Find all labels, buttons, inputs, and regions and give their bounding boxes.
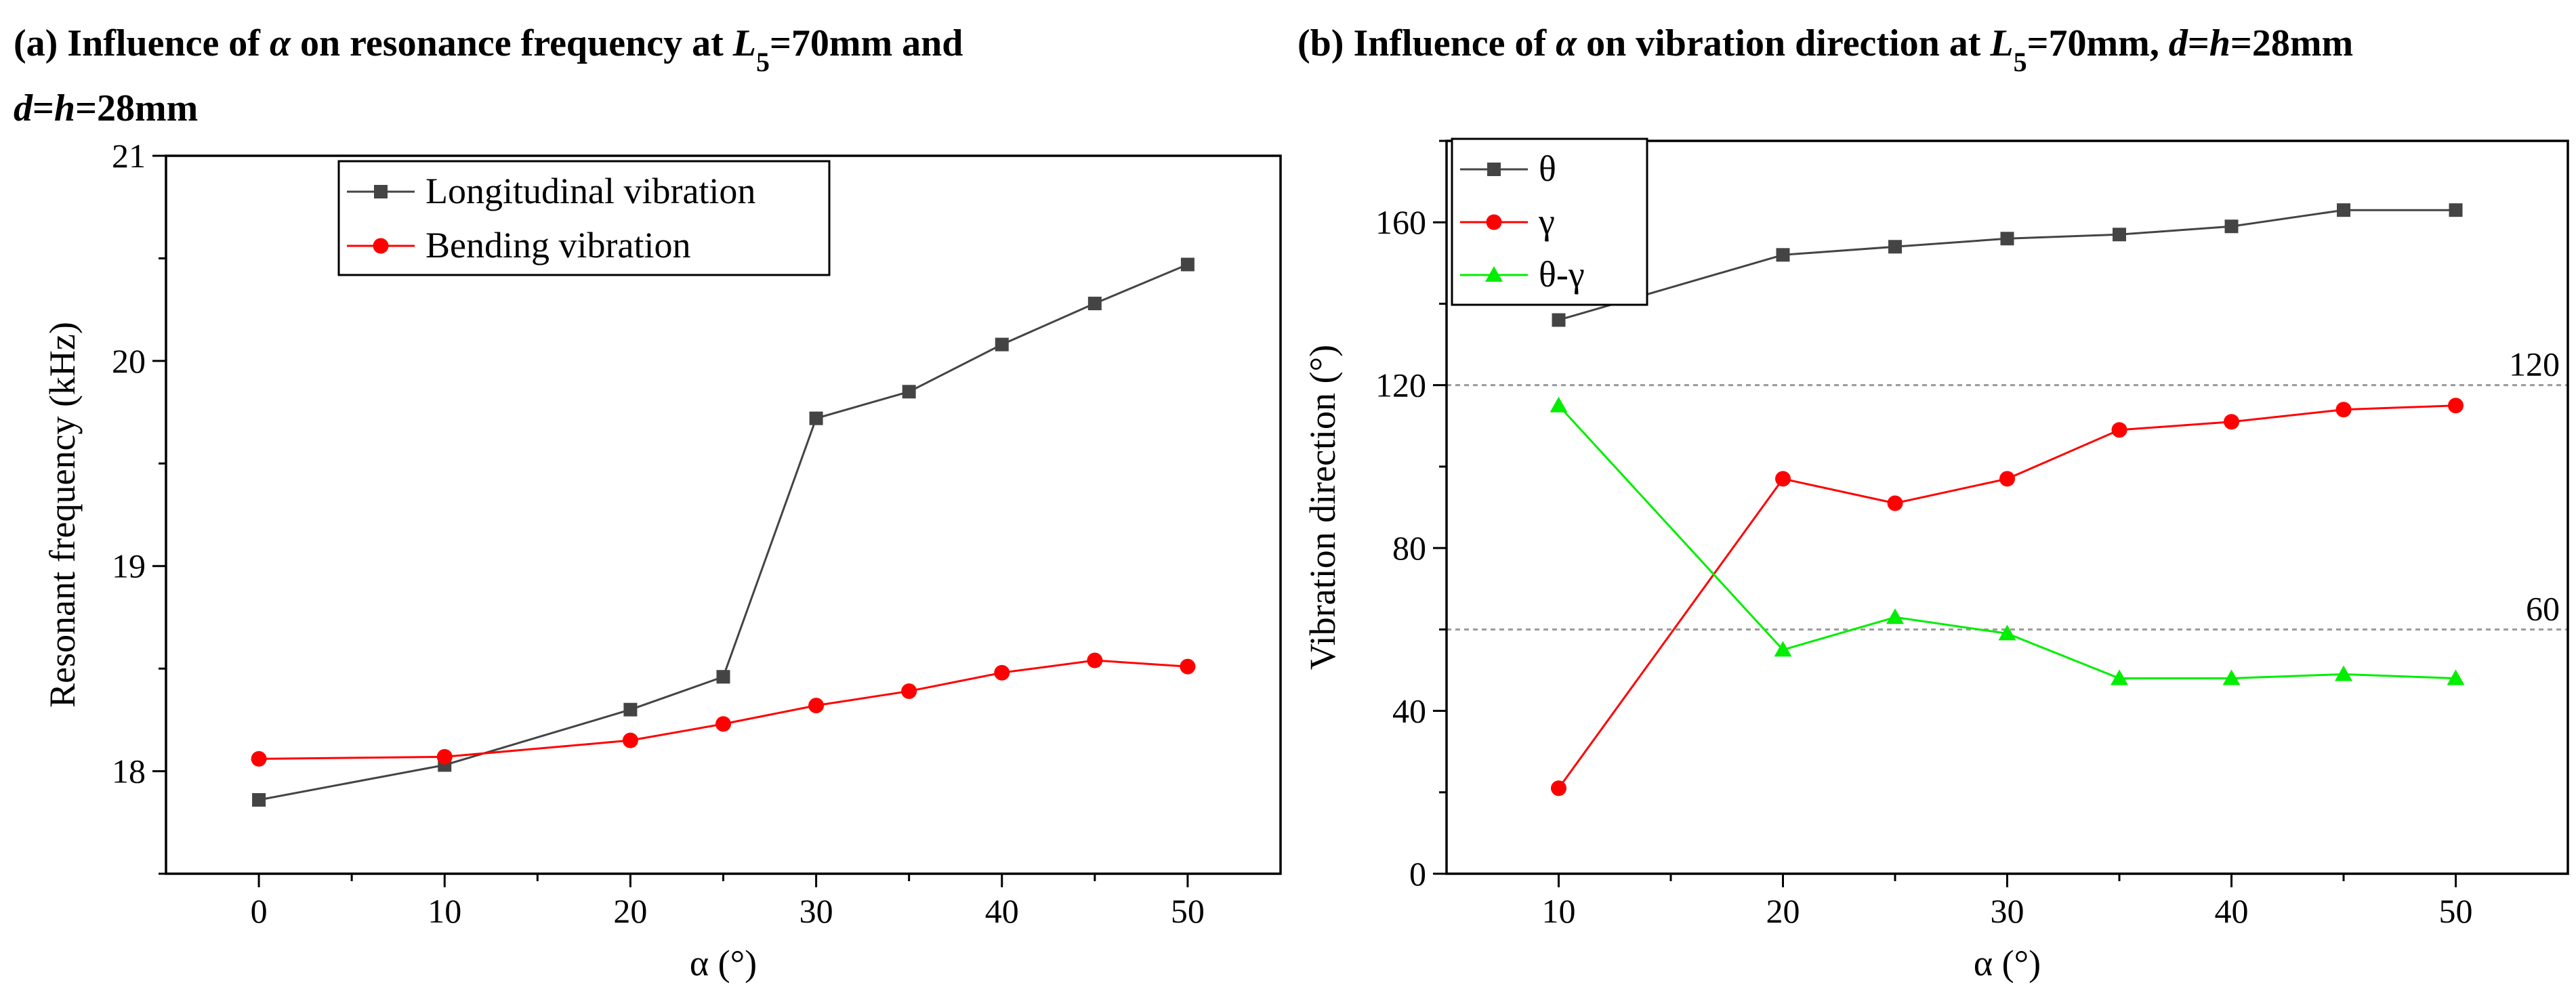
data-point	[2113, 228, 2126, 242]
data-point	[2447, 669, 2465, 685]
x-axis-label: α (°)	[690, 943, 757, 983]
panel-a-title: (a) Influence of α on resonance frequenc…	[14, 22, 963, 129]
data-point	[1887, 495, 1903, 511]
data-point	[1180, 658, 1196, 675]
data-point	[1774, 641, 1792, 657]
data-point	[2224, 414, 2239, 430]
data-point	[1087, 297, 1102, 311]
x-tick-label: 40	[985, 892, 1019, 930]
y-tick-label: 40	[1392, 692, 1426, 730]
data-point	[808, 698, 825, 714]
series-line	[1558, 404, 2456, 679]
y-axis-label: Vibration direction (°)	[1302, 345, 1343, 670]
legend-marker	[1485, 266, 1503, 282]
legend-marker	[373, 238, 389, 254]
data-point	[436, 748, 453, 765]
series-0	[252, 257, 1194, 807]
y-tick-label: 20	[112, 342, 146, 380]
y-tick-label: 21	[112, 137, 146, 175]
data-point	[902, 385, 916, 399]
data-point	[2224, 219, 2239, 234]
data-point	[1551, 780, 1566, 797]
legend-marker	[374, 185, 388, 198]
legend-marker	[1486, 214, 1502, 230]
y-tick-label: 0	[1409, 855, 1426, 893]
x-tick-label: 40	[2215, 892, 2249, 930]
panel-a-chart: (a) Influence of α on resonance frequenc…	[14, 22, 1282, 983]
panel-b-legend: θγ θ-γ	[1451, 137, 1648, 306]
panel-b-chart: (b) Influence of α on vibration directio…	[1297, 22, 2569, 983]
legend-box	[337, 160, 831, 276]
data-point	[901, 683, 917, 699]
series-1	[251, 652, 1196, 767]
x-tick-label: 20	[613, 892, 647, 930]
series-line	[1558, 209, 2456, 321]
series-2	[1550, 396, 2465, 685]
data-point	[2111, 669, 2128, 685]
data-point	[2335, 665, 2352, 681]
panel-a-title-line: (a) Influence of α on resonance frequenc…	[14, 22, 963, 77]
data-point	[1886, 608, 1904, 624]
data-point	[2337, 203, 2350, 217]
data-point	[622, 732, 638, 748]
y-tick-label: 18	[112, 752, 146, 790]
data-point	[623, 702, 638, 717]
data-point	[1550, 396, 1568, 412]
legend-label: Bending vibration	[425, 225, 690, 266]
reference-line-label: 60	[2526, 589, 2560, 627]
data-point	[715, 716, 731, 732]
data-point	[2222, 669, 2241, 685]
y-tick-label: 160	[1375, 203, 1426, 241]
reference-line-label: 120	[2509, 345, 2560, 383]
y-tick-label: 120	[1375, 366, 1426, 404]
data-point	[1087, 652, 1103, 669]
x-tick-label: 30	[1991, 892, 2024, 930]
data-point	[1888, 240, 1902, 254]
data-point	[2335, 402, 2352, 418]
data-point	[1776, 248, 1790, 262]
data-point	[1180, 257, 1194, 272]
x-tick-label: 50	[1171, 892, 1205, 930]
data-point	[1999, 471, 2015, 487]
data-point	[809, 411, 823, 425]
panel-b-title: (b) Influence of α on vibration directio…	[1297, 22, 2353, 77]
y-axis-label: Resonant frequency (kHz)	[42, 322, 83, 708]
data-point	[995, 337, 1009, 352]
legend-marker	[1487, 163, 1501, 176]
data-point	[994, 664, 1010, 681]
data-point	[716, 670, 730, 684]
data-point	[2448, 398, 2464, 414]
legend-label: θ	[1539, 148, 1556, 189]
data-point	[1775, 471, 1791, 487]
data-point	[2000, 232, 2014, 246]
panel-a-title-line: d=h=28mm	[14, 87, 198, 129]
data-point	[2449, 203, 2463, 217]
legend-label: γ	[1538, 201, 1555, 242]
x-tick-label: 50	[2439, 892, 2473, 930]
x-tick-label: 20	[1766, 892, 1800, 930]
legend-label: Longitudinal vibration	[425, 171, 755, 211]
y-tick-label: 80	[1392, 529, 1426, 567]
data-point	[2111, 422, 2127, 438]
series-1	[1551, 398, 2464, 797]
panel-a-legend: Longitudinal vibration Bending vibration	[337, 160, 831, 276]
x-tick-label: 0	[251, 892, 268, 930]
y-tick-label: 19	[112, 547, 146, 585]
data-point	[251, 750, 267, 767]
data-point	[1552, 313, 1566, 327]
legend-label: θ-γ	[1539, 254, 1585, 295]
x-tick-label: 10	[1542, 892, 1576, 930]
series-line	[1558, 404, 2456, 789]
data-point	[252, 792, 266, 807]
data-point	[1998, 624, 2016, 641]
x-axis-label: α (°)	[1974, 943, 2041, 983]
series-0	[1552, 203, 2463, 327]
x-tick-label: 30	[799, 892, 833, 930]
x-tick-label: 10	[428, 892, 461, 930]
panel-b-title-line: (b) Influence of α on vibration directio…	[1297, 22, 2353, 77]
